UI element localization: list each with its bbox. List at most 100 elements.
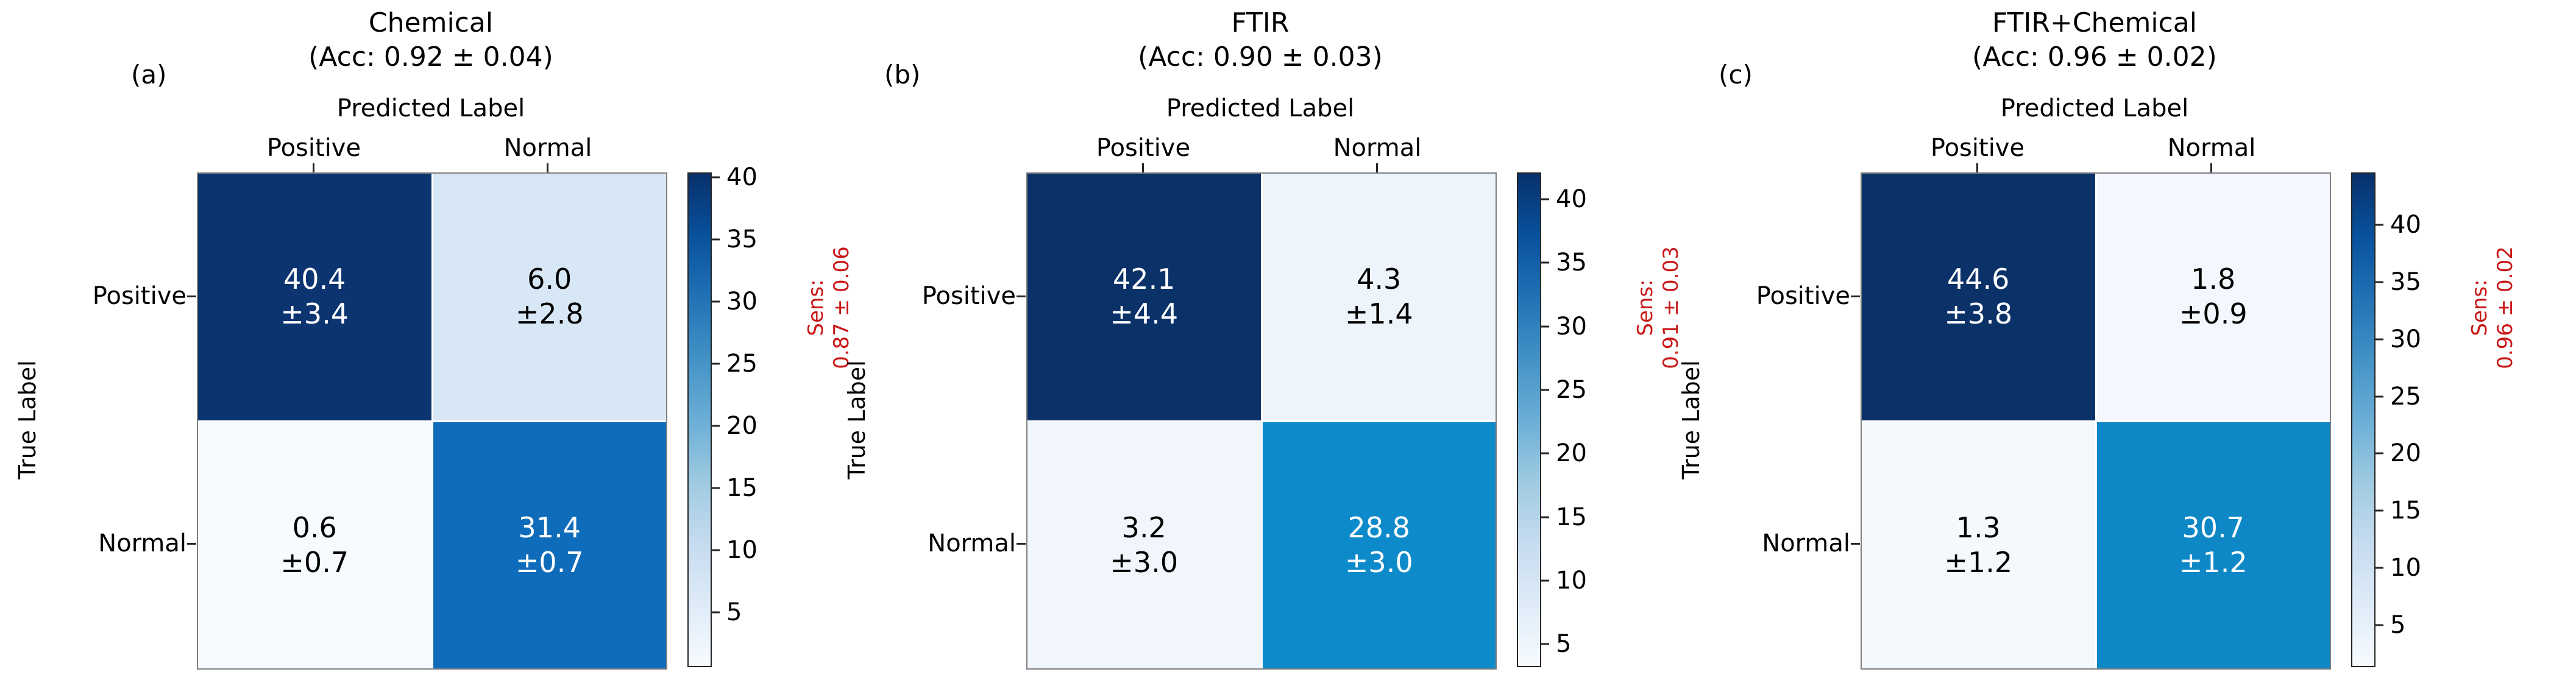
colorbar-tick-label: 15 — [1556, 503, 1587, 531]
matrix-cell-true-positive: 40.4 ±3.4 — [198, 174, 431, 420]
y-tick-mark — [187, 295, 196, 297]
col-label-normal: Normal — [1333, 134, 1422, 162]
panel-ftir: (b) FTIR (Acc: 0.90 ± 0.03) Predicted La… — [829, 0, 1683, 697]
cell-error: ±1.4 — [1344, 297, 1413, 331]
colorbar-tick-mark — [1541, 579, 1549, 582]
y-tick-mark — [1851, 295, 1860, 297]
colorbar-tick-label: 10 — [726, 536, 758, 565]
panel-title: FTIR — [1231, 7, 1290, 38]
colorbar-tick-label: 25 — [1556, 375, 1587, 404]
colorbar-tick-label: 5 — [726, 598, 742, 627]
cell-error: ±0.7 — [280, 545, 349, 579]
cell-error: ±3.0 — [1110, 545, 1179, 579]
colorbar-tick-mark — [2376, 281, 2383, 283]
matrix-cell-false-negative: 1.8 ±0.9 — [2096, 174, 2330, 420]
panel-letter: (a) — [131, 60, 167, 90]
panel-accuracy-subtitle: (Acc: 0.96 ± 0.02) — [1972, 41, 2217, 73]
colorbar-tick-label: 15 — [2390, 497, 2421, 525]
colorbar-tick-label: 35 — [1556, 249, 1587, 277]
x-axis-label: Predicted Label — [1166, 94, 1355, 122]
matrix-cell-false-negative: 6.0 ±2.8 — [433, 174, 666, 420]
colorbar-tick-mark — [1541, 516, 1549, 518]
panel-letter: (c) — [1719, 60, 1753, 90]
colorbar-tick-label: 30 — [2390, 325, 2421, 353]
colorbar-tick-mark — [2376, 624, 2383, 626]
confusion-matrix: 40.4 ±3.4 6.0 ±2.8 0.6 ±0.7 31.4 ±0.7 — [197, 172, 667, 670]
matrix-cell-true-positive: 44.6 ±3.8 — [1862, 174, 2095, 420]
row-label-normal: Normal — [1762, 529, 1850, 557]
panel-accuracy-subtitle: (Acc: 0.90 ± 0.03) — [1138, 41, 1383, 73]
confusion-matrix: 42.1 ±4.4 4.3 ±1.4 3.2 ±3.0 28.8 ±3.0 — [1026, 172, 1497, 670]
colorbar-tick-label: 20 — [2390, 439, 2421, 468]
y-tick-mark — [1017, 295, 1026, 297]
colorbar-tick-mark — [1541, 452, 1549, 455]
sensitivity-label: Sens: — [804, 279, 828, 336]
y-tick-mark — [1851, 543, 1860, 545]
x-tick-mark — [547, 163, 548, 172]
sensitivity-value: 0.96 ± 0.02 — [2493, 246, 2517, 369]
colorbar-tick-label: 40 — [1556, 185, 1587, 213]
cell-error: ±3.4 — [280, 297, 349, 331]
colorbar-tick-mark — [2376, 338, 2383, 341]
cell-error: ±0.7 — [515, 545, 584, 579]
panel-title: FTIR+Chemical — [1992, 7, 2197, 38]
colorbar-tick-mark — [1541, 198, 1549, 200]
x-tick-mark — [313, 163, 314, 172]
colorbar-tick-label: 40 — [726, 163, 758, 192]
row-label-positive: Positive — [92, 282, 186, 310]
colorbar-tick-label: 5 — [1556, 630, 1572, 659]
colorbar-tick-label: 10 — [2390, 553, 2421, 582]
matrix-cell-false-negative: 4.3 ±1.4 — [1262, 174, 1496, 420]
colorbar — [2351, 172, 2376, 667]
col-label-positive: Positive — [1930, 134, 2025, 162]
cell-error: ±1.2 — [1944, 545, 2013, 579]
panel-chemical: (a) Chemical (Acc: 0.92 ± 0.04) Predicte… — [0, 0, 854, 697]
colorbar-tick-label: 10 — [1556, 567, 1587, 595]
matrix-cell-false-positive: 0.6 ±0.7 — [198, 422, 431, 668]
col-label-positive: Positive — [1096, 134, 1191, 162]
colorbar — [687, 172, 712, 667]
colorbar-ticks: 40 35 30 25 20 15 10 5 — [1541, 172, 1627, 667]
colorbar-tick-mark — [2376, 395, 2383, 398]
panel-accuracy-subtitle: (Acc: 0.92 ± 0.04) — [308, 41, 553, 73]
y-tick-mark — [187, 543, 196, 545]
panel-title: Chemical — [368, 7, 494, 38]
cell-value: 30.7 — [2182, 511, 2244, 544]
panel-ftir-chemical: (c) FTIR+Chemical (Acc: 0.96 ± 0.02) Pre… — [1664, 0, 2517, 697]
x-axis-label: Predicted Label — [2000, 94, 2189, 122]
row-label-normal: Normal — [98, 529, 186, 557]
cell-value: 31.4 — [518, 511, 581, 544]
colorbar-tick-mark — [712, 363, 720, 365]
colorbar-tick-label: 30 — [1556, 312, 1587, 341]
cell-error: ±4.4 — [1110, 297, 1179, 331]
col-label-normal: Normal — [2167, 134, 2256, 162]
colorbar-tick-label: 40 — [2390, 211, 2421, 239]
matrix-cell-true-positive: 42.1 ±4.4 — [1027, 174, 1261, 420]
cell-value: 42.1 — [1113, 263, 1176, 296]
colorbar-tick-mark — [1541, 325, 1549, 328]
matrix-cell-false-positive: 1.3 ±1.2 — [1862, 422, 2095, 668]
colorbar-tick-label: 35 — [726, 225, 758, 254]
x-tick-mark — [2210, 163, 2212, 172]
colorbar-tick-label: 25 — [726, 350, 758, 378]
x-tick-mark — [1142, 163, 1144, 172]
cell-error: ±2.8 — [515, 297, 584, 331]
colorbar-tick-mark — [2376, 452, 2383, 455]
cell-value: 40.4 — [283, 263, 346, 296]
sensitivity-label: Sens: — [1633, 279, 1658, 336]
colorbar-tick-mark — [2376, 509, 2383, 512]
cell-value: 44.6 — [1947, 263, 2010, 296]
colorbar-tick-mark — [1541, 643, 1549, 645]
confusion-matrix: 44.6 ±3.8 1.8 ±0.9 1.3 ±1.2 30.7 ±1.2 — [1861, 172, 2331, 670]
colorbar-tick-mark — [1541, 389, 1549, 391]
cell-value: 6.0 — [527, 263, 572, 296]
row-label-positive: Positive — [921, 282, 1016, 310]
colorbar-ticks: 40 35 30 25 20 15 10 5 — [2376, 172, 2461, 667]
sensitivity-label: Sens: — [2468, 279, 2492, 336]
colorbar-tick-mark — [712, 425, 720, 427]
cell-error: ±3.0 — [1344, 545, 1413, 579]
panel-letter: (b) — [884, 60, 921, 90]
cell-value: 1.3 — [1956, 511, 2001, 544]
y-tick-mark — [1017, 543, 1026, 545]
cell-value: 28.8 — [1347, 511, 1410, 544]
